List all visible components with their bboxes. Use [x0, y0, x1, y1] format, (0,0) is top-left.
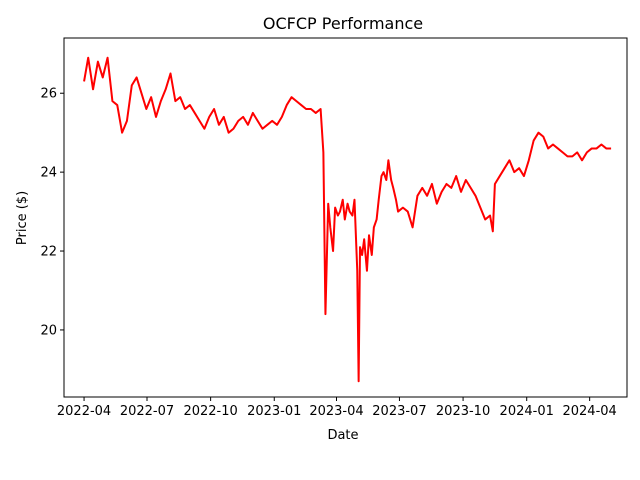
chart-title: OCFCP Performance — [263, 14, 423, 33]
plot-frame — [63, 37, 628, 398]
x-tick-label: 2023-01 — [247, 404, 301, 419]
x-tick-label: 2024-04 — [562, 404, 616, 419]
series-line-0 — [83, 56, 612, 383]
x-tick-label: 2024-01 — [500, 404, 554, 419]
x-tick-label: 2022-04 — [57, 404, 111, 419]
plot-area — [83, 56, 612, 383]
x-tick-label: 2023-10 — [436, 404, 490, 419]
x-tick-label: 2023-07 — [372, 404, 426, 419]
x-tick-label: 2022-07 — [120, 404, 174, 419]
x-axis-title: Date — [327, 428, 358, 443]
y-axis-title: Price ($) — [15, 191, 30, 245]
y-tick-label: 22 — [40, 245, 57, 260]
x-axis: 2022-04 2022-07 2022-10 2023-01 2023-04 2023-… — [57, 397, 617, 419]
y-tick-label: 20 — [40, 323, 57, 338]
x-tick-label: 2022-10 — [183, 404, 237, 419]
x-tick-label: 2023-04 — [309, 404, 363, 419]
y-axis: 20 22 24 26 — [40, 87, 64, 338]
y-tick-label: 26 — [40, 87, 57, 102]
y-tick-label: 24 — [40, 166, 57, 181]
